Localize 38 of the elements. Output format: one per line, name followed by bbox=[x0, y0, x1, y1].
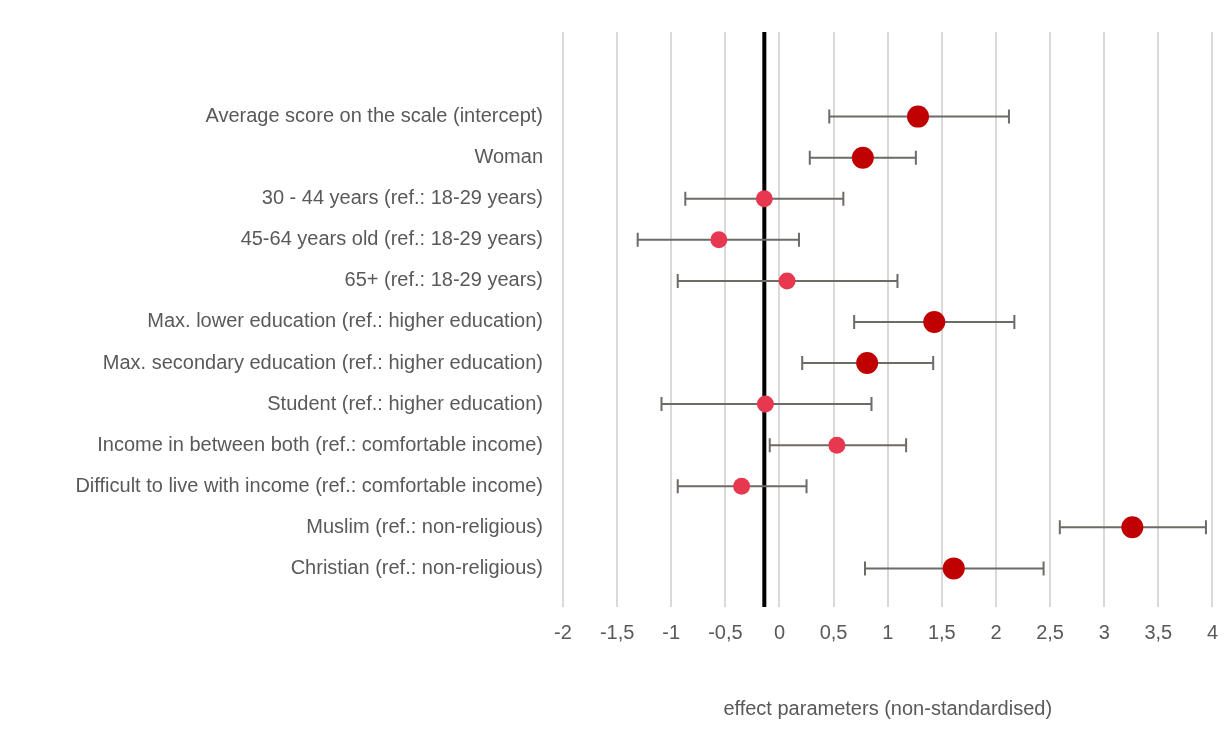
y-tick-label: Max. lower education (ref.: higher education) bbox=[147, 309, 543, 332]
y-tick-label: Christian (ref.: non-religious) bbox=[290, 555, 543, 578]
y-tick-label: 30 - 44 years (ref.: 18-29 years) bbox=[261, 186, 543, 209]
x-tick-label: -1,5 bbox=[599, 620, 635, 643]
y-tick-label: Muslim (ref.: non-religious) bbox=[306, 514, 543, 537]
point bbox=[856, 352, 879, 375]
x-axis-title: effect parameters (non-standardised) bbox=[723, 696, 1053, 719]
y-tick-label: Student (ref.: higher education) bbox=[267, 391, 543, 414]
x-tick-label: 1,5 bbox=[927, 620, 956, 643]
y-tick-label: Woman bbox=[474, 145, 543, 168]
y-tick-label: Average score on the scale (intercept) bbox=[205, 104, 543, 127]
x-tick-label: 1 bbox=[882, 620, 894, 643]
point bbox=[733, 477, 751, 495]
x-tick-label: 3 bbox=[1098, 620, 1110, 643]
x-tick-label: 3,5 bbox=[1144, 620, 1173, 643]
point bbox=[907, 105, 930, 128]
y-tick-label: Max. secondary education (ref.: higher education) bbox=[102, 350, 543, 373]
x-tick-label: 0 bbox=[773, 620, 786, 643]
y-tick-label: 45-64 years old (ref.: 18-29 years) bbox=[240, 227, 543, 250]
point bbox=[755, 190, 773, 208]
x-tick-label: 2,5 bbox=[1036, 620, 1064, 643]
x-tick-label: 4 bbox=[1206, 620, 1218, 643]
x-tick-label: 2 bbox=[990, 620, 1002, 643]
point bbox=[828, 436, 846, 454]
x-tick-label: -2 bbox=[554, 620, 572, 643]
point bbox=[756, 395, 774, 413]
point bbox=[851, 146, 874, 169]
x-tick-label: -0,5 bbox=[708, 620, 743, 643]
point bbox=[1121, 516, 1144, 539]
point bbox=[778, 272, 796, 290]
point bbox=[942, 557, 965, 580]
y-tick-label: 65+ (ref.: 18-29 years) bbox=[344, 268, 543, 291]
x-tick-label: 0,5 bbox=[819, 620, 848, 643]
y-tick-label: Difficult to live with income (ref.: comfortable income) bbox=[75, 473, 543, 496]
point bbox=[923, 310, 946, 333]
point bbox=[710, 231, 728, 249]
y-tick-label: Income in between both (ref.: comfortable income) bbox=[97, 432, 543, 455]
x-tick-label: -1 bbox=[662, 620, 681, 643]
